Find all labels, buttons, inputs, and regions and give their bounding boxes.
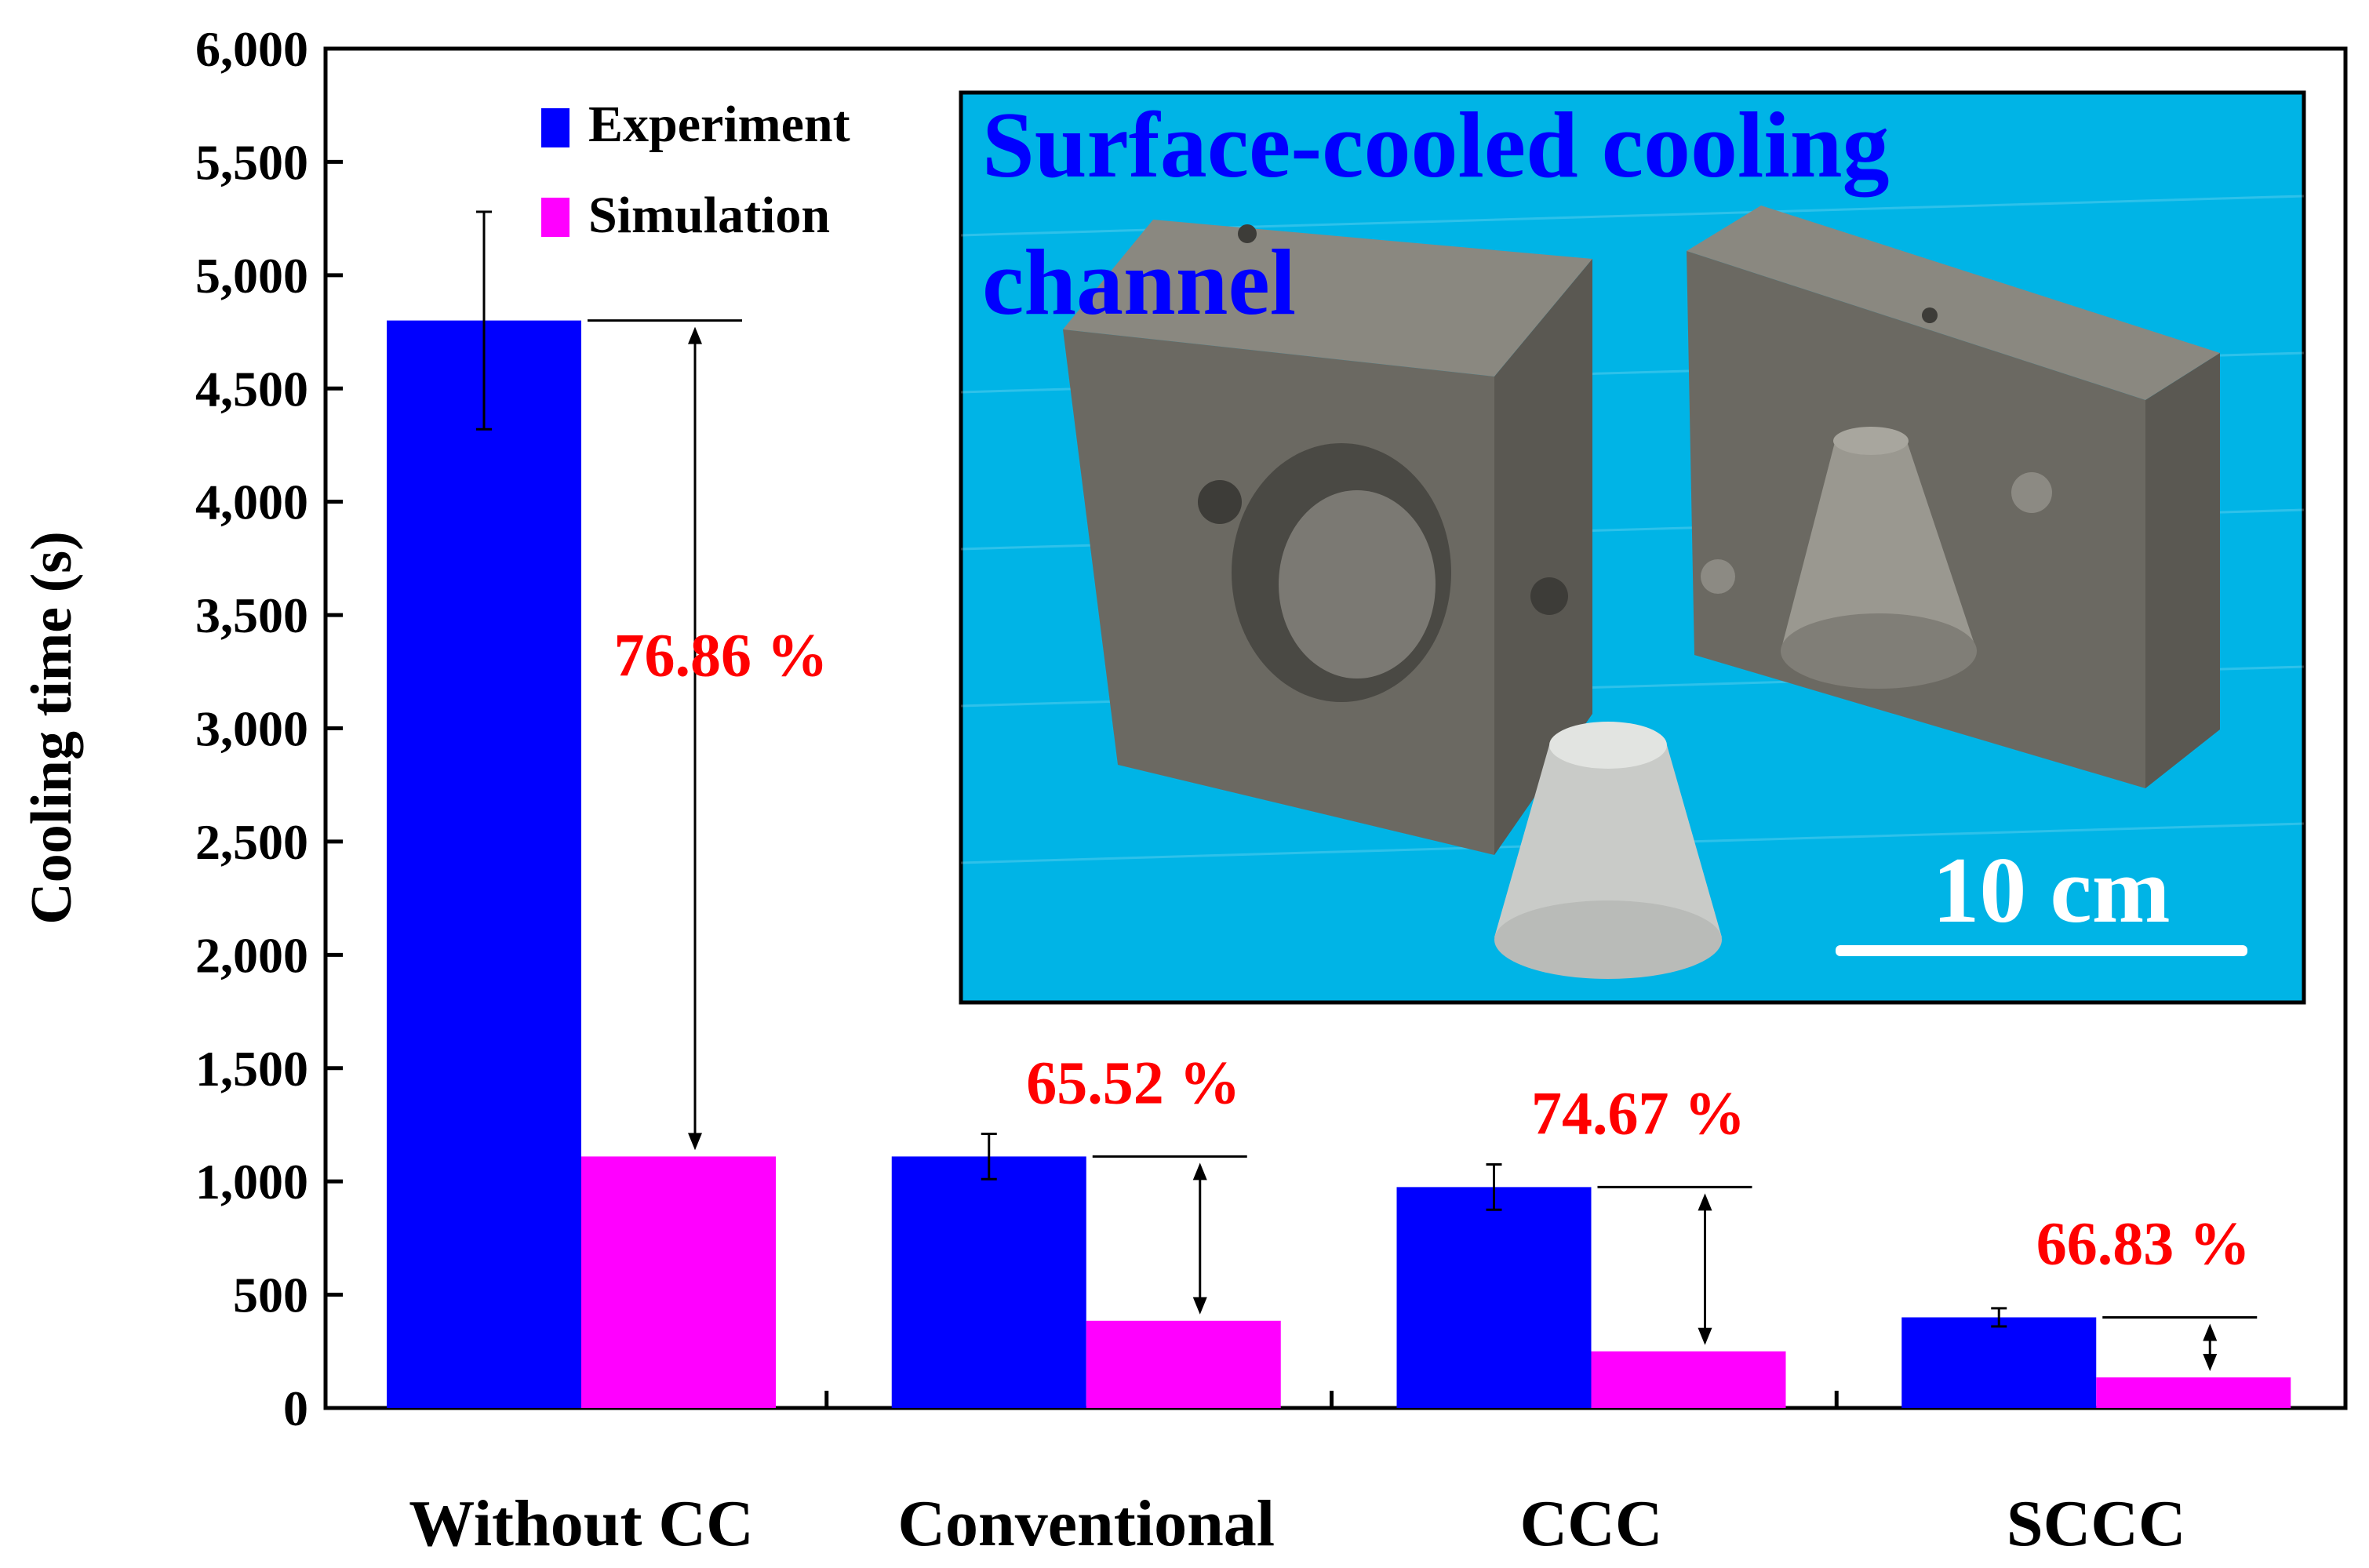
y-tick-label: 6,000 bbox=[195, 21, 308, 77]
mold-block-left bbox=[1063, 220, 1592, 855]
scale-bar bbox=[1836, 945, 2247, 956]
y-tick-label: 5,500 bbox=[195, 134, 308, 190]
bar-experiment bbox=[387, 320, 581, 1409]
mold-block-right bbox=[1687, 206, 2220, 788]
molded-part bbox=[1494, 722, 1722, 979]
category-label: Conventional bbox=[897, 1487, 1275, 1560]
arrow-head-bottom bbox=[2203, 1354, 2218, 1372]
y-tick-label: 0 bbox=[283, 1381, 308, 1436]
category-label: SCCC bbox=[2007, 1487, 2186, 1560]
y-axis: 0 500 1,000 1,500 2,000 2,500 3,000 3,500 4,000 4… bbox=[195, 21, 343, 1436]
x-axis-ticks bbox=[824, 1391, 1839, 1408]
arrow-head-top bbox=[688, 326, 702, 344]
legend-swatch-experiment bbox=[541, 108, 570, 147]
category-label: CCC bbox=[1520, 1487, 1663, 1560]
arrow-head-bottom bbox=[688, 1133, 702, 1151]
y-tick-label: 2,000 bbox=[195, 927, 308, 983]
legend-label-simulation: Simulation bbox=[588, 187, 830, 244]
reduction-annotations: 76.86 % 65.52 % 74.67 % 66.83 % bbox=[588, 319, 2258, 1372]
arrow-head-bottom bbox=[1698, 1327, 1712, 1345]
y-tick-label: 3,500 bbox=[195, 588, 308, 643]
scale-bar-label: 10 cm bbox=[1932, 838, 2170, 942]
y-tick-label: 5,000 bbox=[195, 248, 308, 304]
reduction-label: 66.83 % bbox=[2036, 1209, 2251, 1277]
reduction-label: 76.86 % bbox=[614, 620, 828, 689]
inset-title-line1: Surface-cooled cooling bbox=[982, 93, 1889, 198]
legend-swatch-simulation bbox=[541, 198, 570, 237]
y-tick-label: 1,500 bbox=[195, 1041, 308, 1097]
inset-photo: Surface-cooled cooling channel 10 cm bbox=[959, 90, 2306, 1005]
y-axis-label: Cooling time (s) bbox=[20, 531, 84, 925]
inset-title-line2: channel bbox=[982, 230, 1296, 334]
bar-experiment bbox=[1901, 1317, 2097, 1408]
bar-experiment bbox=[1396, 1187, 1592, 1408]
legend: Experiment Simulation bbox=[541, 96, 850, 244]
legend-label-experiment: Experiment bbox=[588, 96, 850, 153]
arrow-head-top bbox=[2203, 1323, 2218, 1341]
reduction-label: 74.67 % bbox=[1531, 1079, 1745, 1147]
bar-simulation bbox=[1086, 1320, 1281, 1408]
y-tick-label: 2,500 bbox=[195, 814, 308, 870]
arrow-head-top bbox=[1192, 1162, 1207, 1181]
y-tick-label: 1,000 bbox=[195, 1154, 308, 1210]
arrow-head-bottom bbox=[1192, 1297, 1207, 1315]
bar-simulation bbox=[1591, 1351, 1786, 1408]
y-tick-label: 4,500 bbox=[195, 361, 308, 417]
reduction-label: 65.52 % bbox=[1026, 1048, 1240, 1116]
category-labels: Without CC Conventional CCC SCCC bbox=[409, 1487, 2185, 1560]
y-tick-label: 4,000 bbox=[195, 475, 308, 530]
bars bbox=[387, 210, 2291, 1409]
arrow-head-top bbox=[1698, 1193, 1712, 1211]
category-label: Without CC bbox=[409, 1487, 754, 1560]
bar-experiment bbox=[891, 1156, 1086, 1408]
y-tick-label: 500 bbox=[233, 1268, 308, 1323]
bar-simulation bbox=[2096, 1377, 2291, 1408]
y-tick-label: 3,000 bbox=[195, 701, 308, 757]
bar-simulation bbox=[581, 1156, 776, 1408]
